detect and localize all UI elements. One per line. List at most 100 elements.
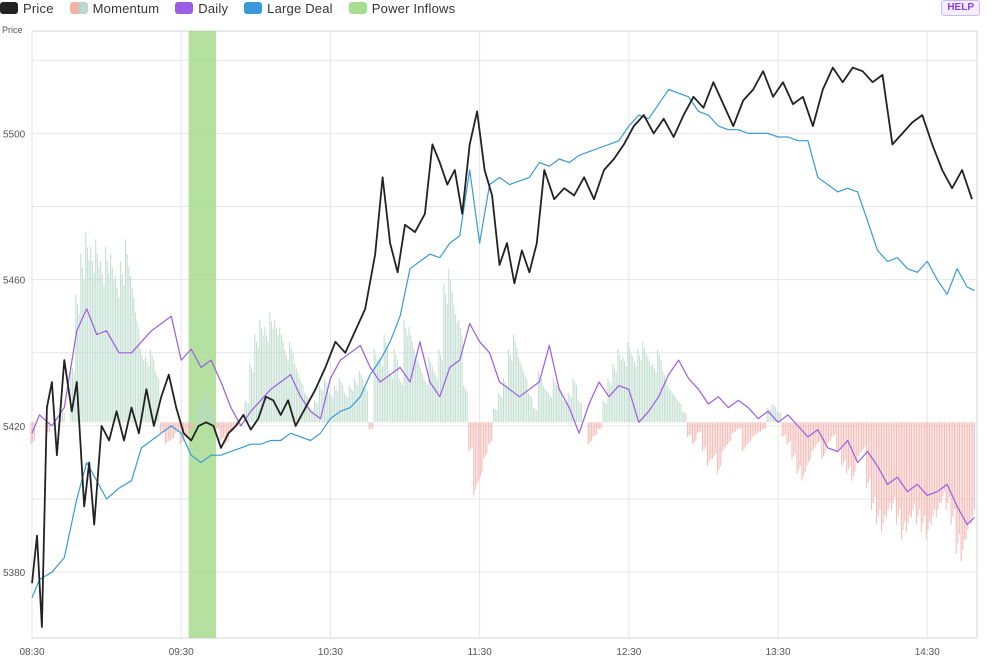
momentum-bar	[451, 291, 453, 423]
momentum-bar	[939, 422, 941, 504]
momentum-bar	[574, 381, 576, 423]
momentum-bar	[862, 422, 864, 450]
momentum-bar	[841, 422, 843, 467]
momentum-bar	[194, 411, 196, 423]
momentum-bar	[264, 327, 266, 423]
momentum-bar	[181, 422, 183, 443]
momentum-bar	[133, 297, 135, 423]
momentum-bar	[750, 422, 752, 441]
momentum-bar	[363, 385, 365, 423]
momentum-bar	[846, 422, 848, 474]
momentum-bar	[789, 422, 791, 441]
momentum-bar	[202, 403, 204, 423]
momentum-bar	[962, 422, 964, 551]
momentum-bar	[542, 385, 544, 423]
momentum-bar	[955, 422, 957, 554]
momentum-bar	[799, 422, 801, 466]
legend-item-daily[interactable]: Daily	[175, 0, 228, 16]
large-deal-line	[31, 88, 975, 599]
momentum-bar	[902, 422, 904, 530]
help-button[interactable]: HELP	[941, 0, 980, 16]
momentum-bar	[948, 422, 951, 497]
momentum-bar	[192, 422, 195, 429]
momentum-bar	[385, 341, 387, 423]
momentum-bar	[829, 422, 831, 441]
momentum-bar	[973, 422, 975, 510]
momentum-bar	[624, 361, 626, 423]
y-tick-label: 5500	[3, 129, 26, 140]
x-tick-label: 10:30	[318, 647, 343, 658]
legend-item-momentum[interactable]: Momentum	[69, 0, 160, 16]
momentum-bar	[184, 422, 186, 437]
momentum-bar	[885, 422, 888, 518]
momentum-bar	[488, 422, 490, 445]
momentum-bar	[305, 395, 307, 423]
momentum-bar	[970, 422, 972, 525]
momentum-bar	[340, 381, 342, 423]
momentum-bar	[129, 275, 132, 423]
momentum-bar	[398, 378, 400, 423]
momentum-bar	[929, 422, 931, 522]
momentum-bar	[504, 381, 506, 423]
momentum-bar	[314, 400, 316, 423]
momentum-bar	[900, 422, 902, 540]
momentum-bar	[811, 422, 813, 452]
momentum-bar	[93, 273, 95, 423]
momentum-bar	[755, 422, 757, 435]
momentum-bar	[317, 403, 319, 423]
momentum-bar	[138, 329, 140, 423]
legend-item-large-deal[interactable]: Large Deal	[244, 0, 333, 16]
momentum-bar	[270, 321, 272, 423]
momentum-bar	[642, 341, 644, 423]
momentum-bar	[232, 422, 234, 432]
momentum-bar	[310, 408, 312, 423]
momentum-bar	[814, 422, 816, 448]
momentum-bar	[572, 378, 574, 423]
momentum-bar	[801, 422, 803, 481]
momentum-bar	[436, 378, 438, 423]
momentum-bar	[700, 422, 702, 432]
momentum-bar	[274, 319, 276, 423]
legend-swatch-power-inflows	[348, 2, 367, 14]
momentum-bar	[438, 349, 440, 423]
momentum-bar	[605, 403, 607, 423]
momentum-bar	[388, 371, 390, 423]
momentum-bar	[299, 378, 301, 423]
momentum-bar	[688, 422, 690, 436]
legend-item-power-inflows[interactable]: Power Inflows	[348, 0, 456, 16]
momentum-bar	[965, 422, 967, 540]
momentum-bar	[761, 422, 763, 430]
momentum-bar	[852, 422, 854, 477]
momentum-bar	[244, 400, 246, 423]
momentum-bar	[335, 388, 337, 423]
momentum-bar	[347, 397, 349, 423]
momentum-bar	[113, 279, 115, 423]
momentum-bar	[204, 393, 206, 423]
momentum-bar	[413, 349, 415, 423]
momentum-bar	[685, 412, 687, 423]
momentum-bar	[479, 422, 481, 477]
momentum-bar	[368, 422, 370, 430]
momentum-bar	[720, 422, 722, 466]
momentum-bar	[178, 422, 180, 432]
legend-label-power-inflows: Power Inflows	[371, 0, 456, 16]
power-inflows-bands	[188, 31, 217, 638]
momentum-bar	[876, 422, 878, 525]
momentum-bar	[275, 328, 277, 423]
momentum-bar	[456, 322, 458, 423]
momentum-bar	[173, 422, 175, 438]
momentum-bar	[599, 422, 601, 429]
momentum-bar	[136, 321, 138, 423]
momentum-bar	[728, 422, 730, 443]
legend-item-price[interactable]: Price	[0, 0, 54, 16]
momentum-bar	[920, 422, 922, 532]
momentum-bar	[567, 393, 569, 423]
momentum-bar	[909, 422, 911, 516]
momentum-bar	[554, 381, 556, 423]
momentum-bar	[423, 378, 425, 423]
momentum-bar	[633, 361, 636, 423]
momentum-bar	[257, 347, 259, 423]
momentum-bar	[791, 422, 793, 459]
momentum-bar	[562, 400, 564, 423]
